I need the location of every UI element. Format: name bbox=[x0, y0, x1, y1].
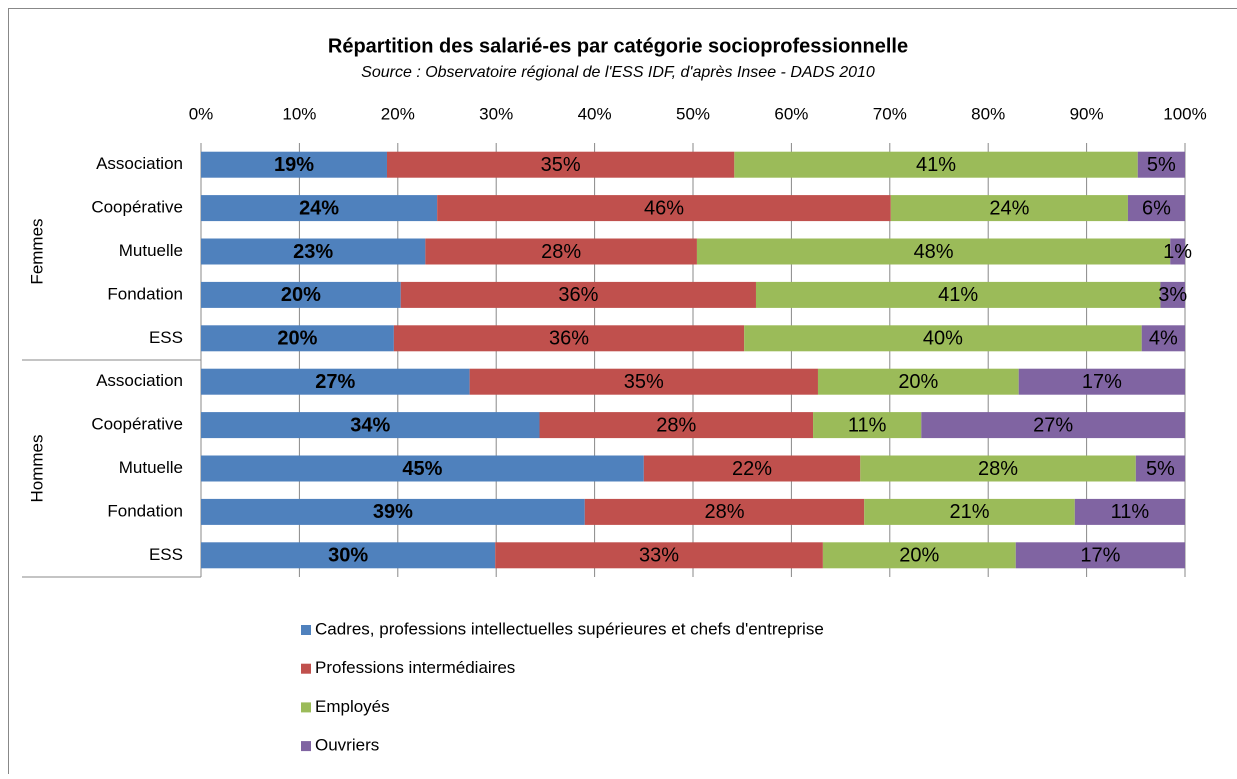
data-label: 23% bbox=[293, 241, 333, 263]
x-tick-label: 30% bbox=[479, 104, 513, 123]
data-label: 28% bbox=[541, 241, 581, 263]
x-tick-label: 100% bbox=[1163, 104, 1206, 123]
data-label: 17% bbox=[1082, 371, 1122, 393]
x-tick-label: 90% bbox=[1070, 104, 1104, 123]
legend-swatch bbox=[301, 702, 311, 712]
legend-label: Ouvriers bbox=[315, 736, 379, 755]
x-tick-label: 70% bbox=[873, 104, 907, 123]
legend-label: Employés bbox=[315, 697, 390, 716]
data-label: 22% bbox=[732, 458, 772, 480]
data-label: 27% bbox=[1033, 414, 1073, 436]
legend-swatch bbox=[301, 625, 311, 635]
x-tick-label: 50% bbox=[676, 104, 710, 123]
chart-subtitle: Source : Observatoire régional de l'ESS … bbox=[361, 64, 875, 81]
y-tick-label: Coopérative bbox=[91, 415, 183, 434]
data-label: 40% bbox=[923, 328, 963, 350]
data-label: 46% bbox=[644, 197, 684, 219]
data-label: 33% bbox=[639, 545, 679, 567]
data-label: 30% bbox=[328, 545, 368, 567]
x-tick-label: 0% bbox=[189, 104, 214, 123]
data-label: 20% bbox=[899, 545, 939, 567]
data-label: 21% bbox=[949, 501, 989, 523]
data-label: 4% bbox=[1149, 328, 1178, 350]
x-tick-label: 20% bbox=[381, 104, 415, 123]
data-label: 20% bbox=[898, 371, 938, 393]
data-label: 28% bbox=[656, 414, 696, 436]
x-tick-label: 10% bbox=[282, 104, 316, 123]
legend-swatch bbox=[301, 741, 311, 751]
data-label: 24% bbox=[299, 197, 339, 219]
legend-label: Professions intermédiaires bbox=[315, 658, 515, 677]
y-tick-label: ESS bbox=[149, 545, 183, 564]
data-label: 41% bbox=[938, 284, 978, 306]
data-label: 20% bbox=[281, 284, 321, 306]
data-label: 1% bbox=[1163, 241, 1192, 263]
legend-label: Cadres, professions intellectuelles supé… bbox=[315, 619, 824, 638]
y-tick-label: Mutuelle bbox=[119, 241, 183, 260]
legend-swatch bbox=[301, 664, 311, 674]
y-tick-label: Association bbox=[96, 371, 183, 390]
data-label: 3% bbox=[1158, 284, 1187, 306]
group-label: Femmes bbox=[27, 218, 46, 284]
y-tick-label: Fondation bbox=[107, 501, 183, 520]
data-label: 35% bbox=[541, 154, 581, 176]
data-label: 11% bbox=[1111, 501, 1150, 523]
data-label: 20% bbox=[277, 328, 317, 350]
data-label: 34% bbox=[350, 414, 390, 436]
data-label: 28% bbox=[978, 458, 1018, 480]
x-tick-label: 60% bbox=[774, 104, 808, 123]
y-tick-label: Fondation bbox=[107, 284, 183, 303]
x-tick-label: 40% bbox=[578, 104, 612, 123]
y-tick-label: ESS bbox=[149, 328, 183, 347]
data-label: 6% bbox=[1142, 197, 1171, 219]
data-label: 36% bbox=[549, 328, 589, 350]
data-label: 36% bbox=[558, 284, 598, 306]
data-label: 41% bbox=[916, 154, 956, 176]
data-label: 48% bbox=[914, 241, 954, 263]
y-tick-label: Association bbox=[96, 154, 183, 173]
data-label: 27% bbox=[315, 371, 355, 393]
data-label: 17% bbox=[1080, 545, 1120, 567]
y-tick-label: Mutuelle bbox=[119, 458, 183, 477]
data-label: 19% bbox=[274, 154, 314, 176]
data-label: 39% bbox=[373, 501, 413, 523]
data-label: 11% bbox=[848, 414, 887, 436]
data-label: 45% bbox=[402, 458, 442, 480]
chart-title: Répartition des salarié-es par catégorie… bbox=[328, 35, 908, 57]
data-label: 5% bbox=[1146, 458, 1175, 480]
x-tick-label: 80% bbox=[971, 104, 1005, 123]
data-label: 28% bbox=[704, 501, 744, 523]
group-label: Hommes bbox=[27, 434, 46, 502]
y-tick-label: Coopérative bbox=[91, 198, 183, 217]
data-label: 5% bbox=[1147, 154, 1176, 176]
data-label: 24% bbox=[989, 197, 1029, 219]
data-label: 35% bbox=[624, 371, 664, 393]
